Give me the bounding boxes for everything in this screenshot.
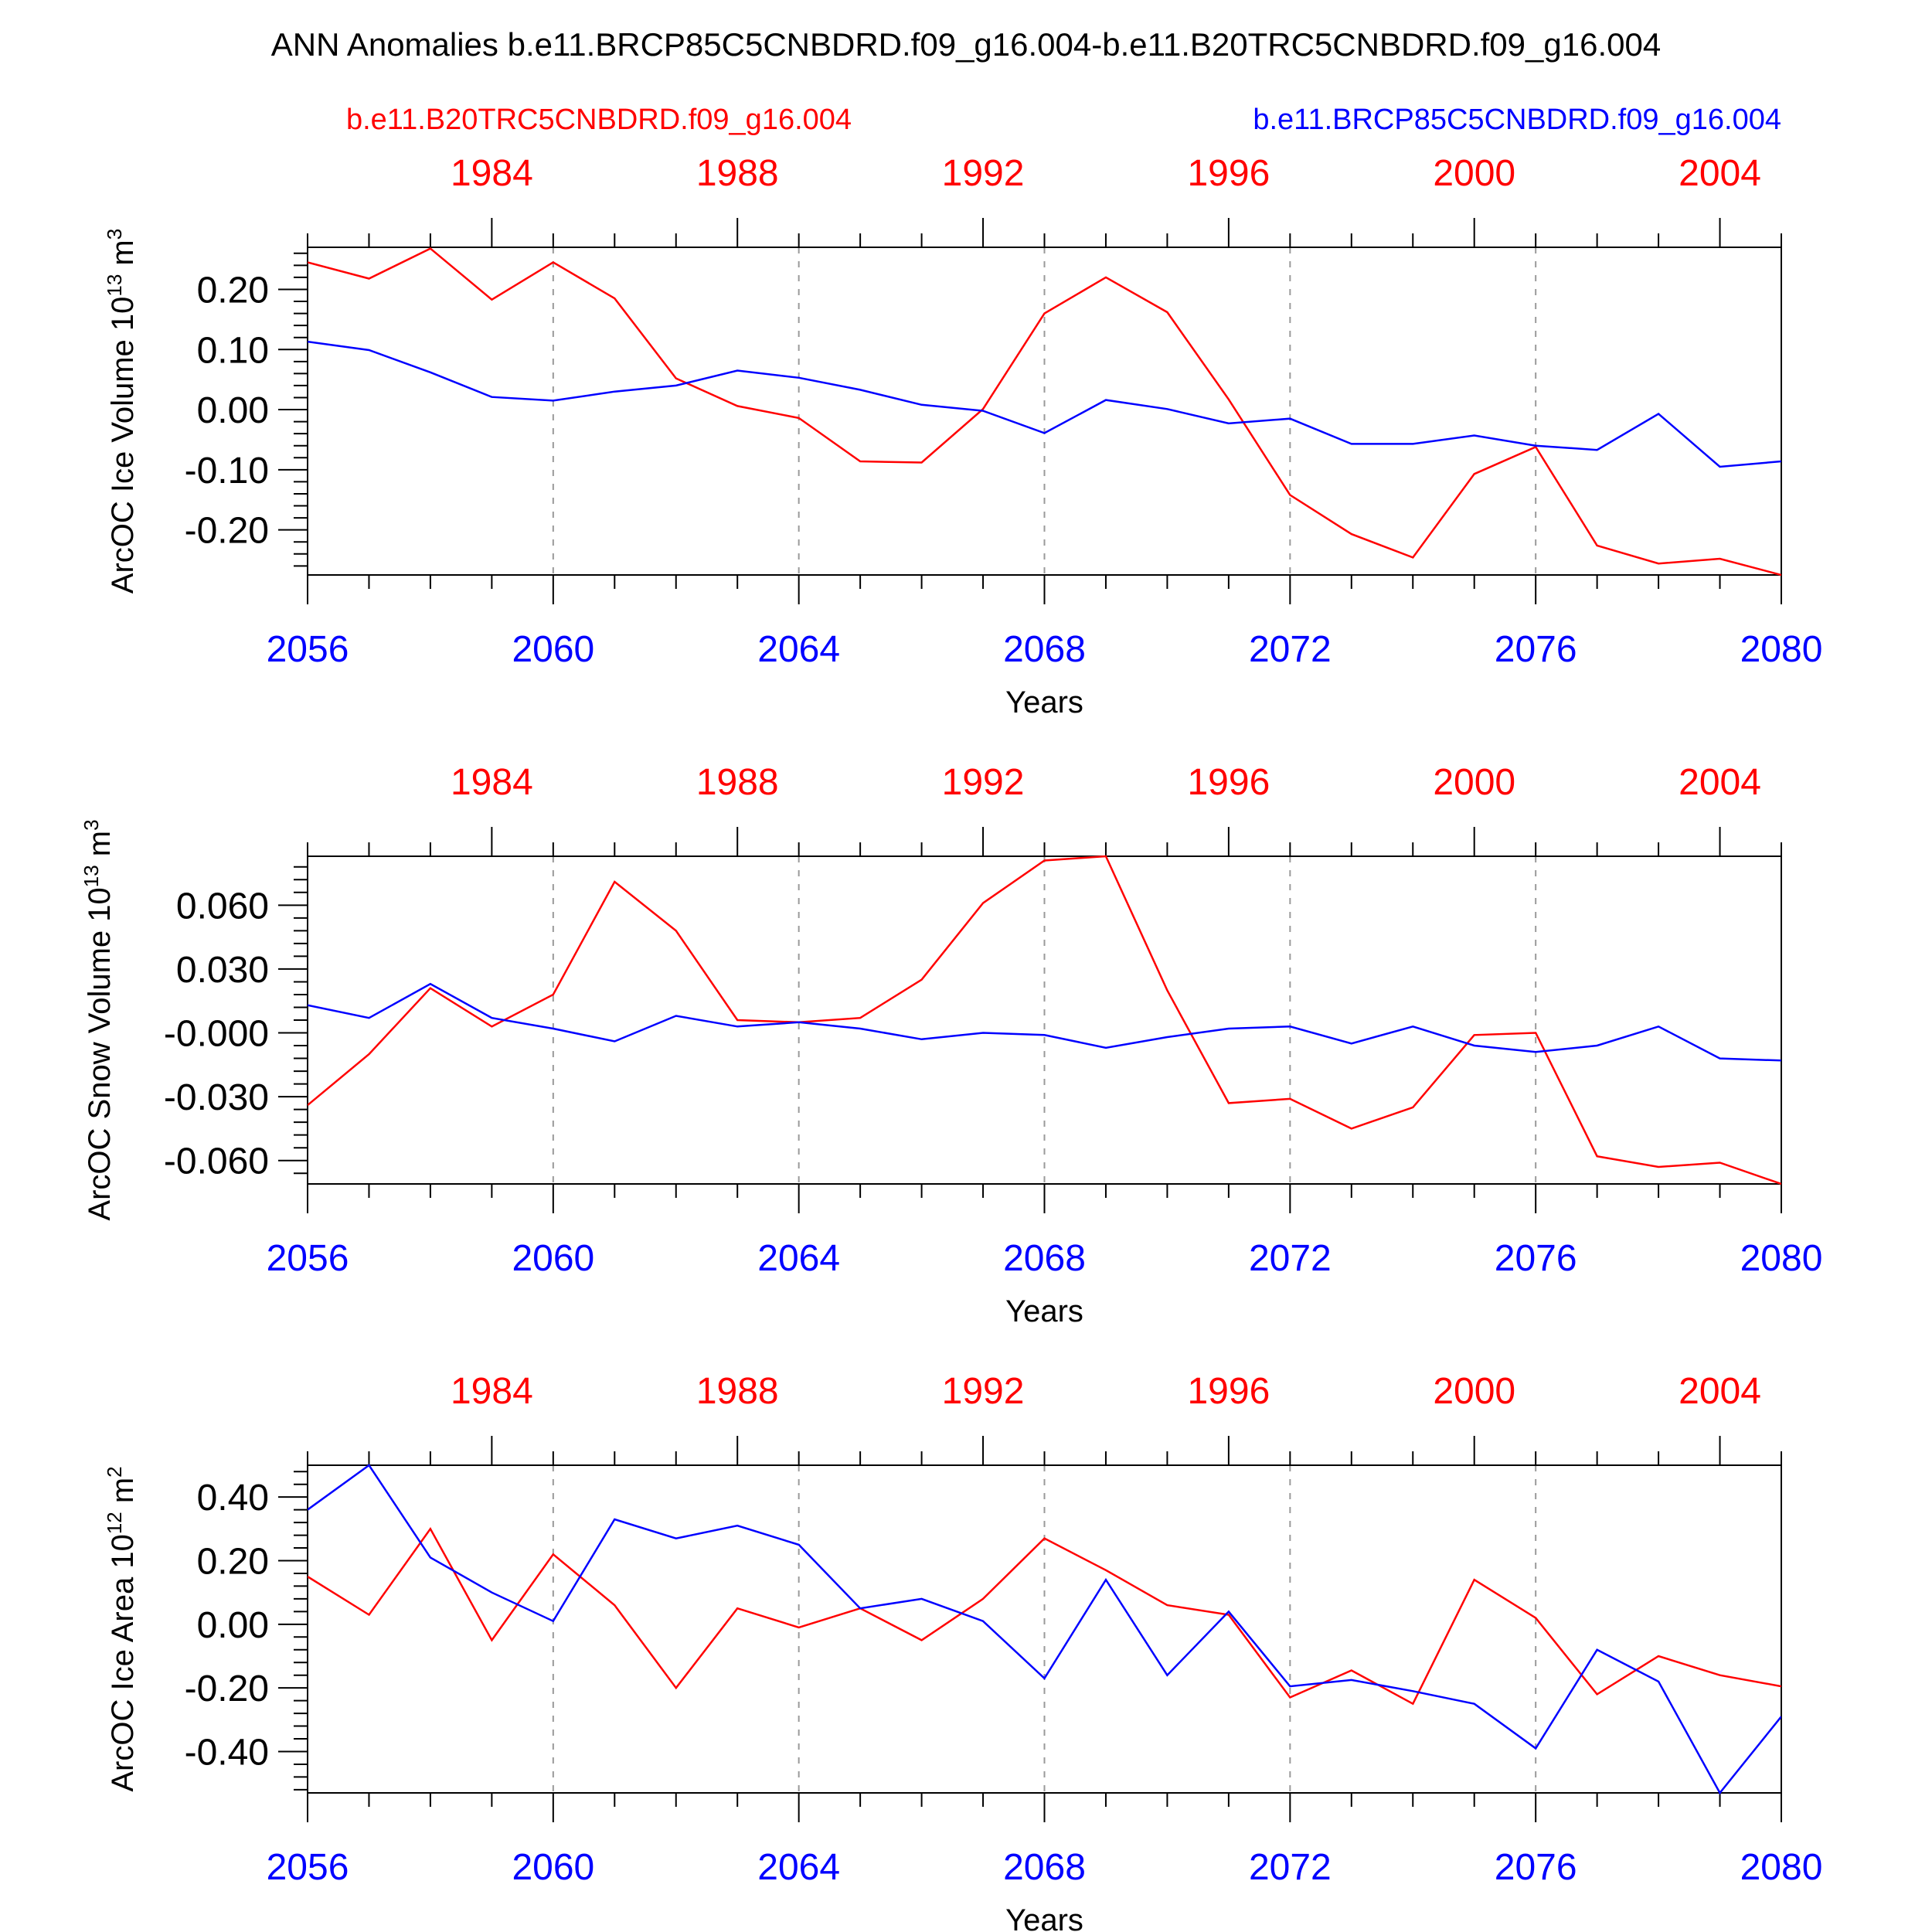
- y-tick-label: -0.060: [164, 1141, 269, 1182]
- bottom-tick-label: 2060: [512, 629, 594, 670]
- top-tick-label: 1992: [942, 153, 1025, 194]
- y-tick-label: 0.40: [197, 1478, 269, 1519]
- bottom-tick-label: 2060: [512, 1238, 594, 1279]
- bottom-tick-label: 2068: [1003, 1238, 1086, 1279]
- top-tick-label: 2004: [1679, 153, 1761, 194]
- y-axis-label-part: m: [83, 831, 117, 865]
- top-tick-label: 1988: [696, 153, 779, 194]
- y-tick-label: -0.20: [185, 511, 269, 552]
- y-tick-label: -0.10: [185, 451, 269, 492]
- series-line-ref: [308, 1526, 1781, 1706]
- bottom-tick-label: 2064: [757, 1238, 840, 1279]
- y-tick-label: 0.00: [197, 1605, 269, 1646]
- top-tick-label: 2004: [1679, 762, 1761, 803]
- y-axis-label-superscript: 2: [103, 1466, 126, 1477]
- bottom-tick-label: 2056: [267, 1238, 349, 1279]
- x-axis-label: Years: [1005, 1294, 1083, 1328]
- top-tick-label: 1984: [451, 1371, 533, 1412]
- bottom-tick-label: 2080: [1740, 1847, 1823, 1888]
- bottom-tick-label: 2056: [267, 1847, 349, 1888]
- top-tick-label: 1992: [942, 762, 1025, 803]
- y-axis-label: ArcOC Ice Area 1012 m2: [103, 1466, 140, 1791]
- bottom-tick-label: 2072: [1249, 1238, 1332, 1279]
- y-tick-label: 0.030: [176, 950, 269, 991]
- bottom-tick-label: 2068: [1003, 1847, 1086, 1888]
- series-line-test: [308, 340, 1781, 468]
- x-axis-label: Years: [1005, 1903, 1083, 1932]
- y-axis-label-superscript: 13: [80, 865, 103, 887]
- bottom-tick-label: 2072: [1249, 1847, 1332, 1888]
- y-axis-label-superscript: 13: [103, 274, 126, 297]
- panels-group: 2056 2060 2064 2068 2072 2076 2080 Years 1984 198…: [80, 153, 1822, 1932]
- y-axis-label-part: ArcOC Ice Area 10: [106, 1534, 140, 1791]
- bottom-tick-label: 2080: [1740, 1238, 1823, 1279]
- y-tick-label: 0.060: [176, 886, 269, 927]
- bottom-tick-label: 2064: [757, 1847, 840, 1888]
- panel-1: 2056 2060 2064 2068 2072 2076 2080 Years 1984 198…: [103, 153, 1822, 719]
- y-axis-label-part: ArcOC Ice Volume 10: [106, 297, 140, 594]
- y-axis-label-part: m: [106, 1478, 140, 1512]
- series-line-test: [308, 1464, 1781, 1794]
- y-tick-label: 0.10: [197, 330, 269, 371]
- y-axis-label: ArcOC Snow Volume 1013 m3: [80, 819, 117, 1220]
- top-tick-label: 1992: [942, 1371, 1025, 1412]
- legend-ref-label: b.e11.B20TRC5CNBDRD.f09_g16.004: [346, 104, 852, 136]
- top-tick-label: 1996: [1187, 762, 1270, 803]
- y-tick-label: 0.00: [197, 390, 269, 431]
- bottom-tick-label: 2080: [1740, 629, 1823, 670]
- top-tick-label: 1996: [1187, 1371, 1270, 1412]
- y-tick-label: 0.20: [197, 1541, 269, 1582]
- bottom-tick-label: 2072: [1249, 629, 1332, 670]
- panel-3: 2056 2060 2064 2068 2072 2076 2080 Years 1984 198…: [103, 1371, 1822, 1932]
- top-tick-label: 2000: [1433, 153, 1515, 194]
- series-line-test: [308, 982, 1781, 1062]
- y-tick-label: -0.000: [164, 1014, 269, 1055]
- panel-2: 2056 2060 2064 2068 2072 2076 2080 Years 1984 198…: [80, 762, 1822, 1328]
- top-tick-label: 1996: [1187, 153, 1270, 194]
- y-tick-label: 0.20: [197, 270, 269, 311]
- bottom-tick-label: 2060: [512, 1847, 594, 1888]
- top-tick-label: 1988: [696, 762, 779, 803]
- top-tick-label: 1988: [696, 1371, 779, 1412]
- x-axis-label: Years: [1005, 685, 1083, 719]
- bottom-tick-label: 2064: [757, 629, 840, 670]
- legend-test-label: b.e11.BRCP85C5CNBDRD.f09_g16.004: [1253, 104, 1781, 136]
- bottom-tick-label: 2076: [1495, 1238, 1577, 1279]
- top-tick-label: 1984: [451, 762, 533, 803]
- series-line-ref: [308, 247, 1781, 577]
- bottom-tick-label: 2056: [267, 629, 349, 670]
- y-axis-label-part: m: [106, 240, 140, 274]
- y-axis-label-part: ArcOC Snow Volume 10: [83, 887, 117, 1220]
- bottom-tick-label: 2076: [1495, 629, 1577, 670]
- bottom-tick-label: 2076: [1495, 1847, 1577, 1888]
- top-tick-label: 2000: [1433, 1371, 1515, 1412]
- y-axis-label-superscript: 12: [103, 1512, 126, 1534]
- y-axis-label-superscript: 3: [80, 819, 103, 830]
- y-tick-label: -0.40: [185, 1732, 269, 1773]
- top-tick-label: 1984: [451, 153, 533, 194]
- y-tick-label: -0.030: [164, 1077, 269, 1118]
- y-axis-label-superscript: 3: [103, 229, 126, 240]
- top-tick-label: 2004: [1679, 1371, 1761, 1412]
- series-line-ref: [308, 855, 1781, 1185]
- y-tick-label: -0.20: [185, 1668, 269, 1709]
- figure-title: ANN Anomalies b.e11.BRCP85C5CNBDRD.f09_g…: [271, 26, 1661, 63]
- y-axis-label: ArcOC Ice Volume 1013 m3: [103, 229, 140, 594]
- top-tick-label: 2000: [1433, 762, 1515, 803]
- bottom-tick-label: 2068: [1003, 629, 1086, 670]
